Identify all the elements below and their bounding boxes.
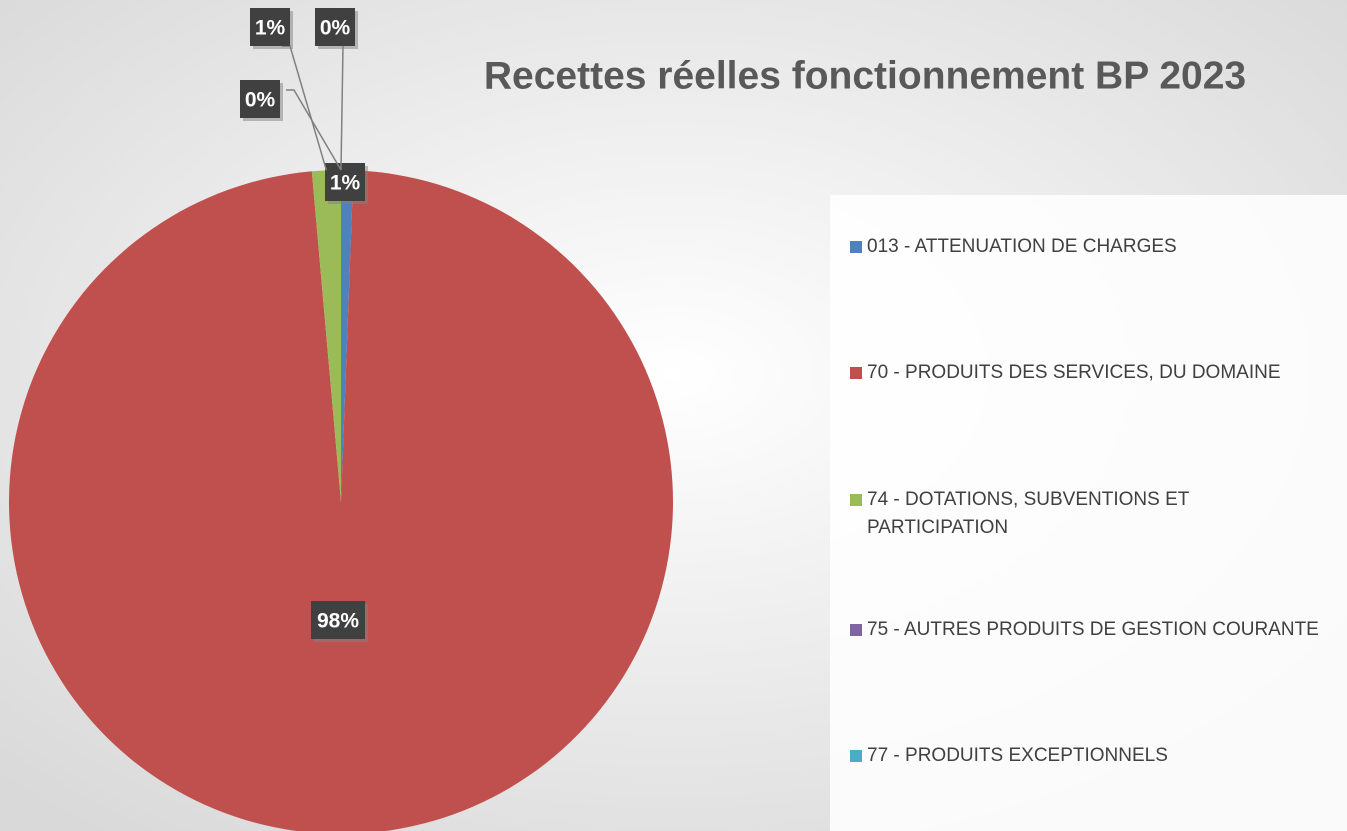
data-label: 98% <box>317 610 359 633</box>
leader-line <box>286 89 342 171</box>
pie-slice <box>9 170 673 831</box>
data-label: 0% <box>245 89 276 112</box>
legend: 013 - ATTENUATION DE CHARGES 70 - PRODUIT… <box>850 236 1319 766</box>
data-labels: 1% 98% 1% 0% 0% <box>240 8 368 642</box>
label-box <box>325 163 365 201</box>
legend-swatch <box>850 750 862 762</box>
pie-slice <box>341 170 354 502</box>
data-label: 1% <box>255 17 286 40</box>
legend-swatch <box>850 624 862 636</box>
legend-swatch <box>850 241 862 253</box>
legend-label: 77 - PRODUITS EXCEPTIONNELS <box>867 745 1168 766</box>
label-box <box>311 601 365 639</box>
legend-label: 013 - ATTENUATION DE CHARGES <box>867 236 1177 257</box>
legend-box <box>830 195 1347 831</box>
pie-slice <box>311 170 341 502</box>
legend-line: 74 - DOTATIONS, SUBVENTIONS ET <box>867 489 1190 510</box>
label-box <box>250 8 290 46</box>
legend-swatch <box>850 494 862 506</box>
legend-swatch <box>850 367 862 379</box>
data-label: 1% <box>330 172 361 195</box>
legend-label: 70 - PRODUITS DES SERVICES, DU DOMAINE <box>867 362 1281 383</box>
legend-label: 74 - DOTATIONS, SUBVENTIONS ET PARTICIPAT… <box>867 489 1190 538</box>
label-box <box>315 8 355 46</box>
data-label: 0% <box>320 17 351 40</box>
label-box <box>240 80 280 118</box>
leader-line <box>340 45 344 171</box>
legend-line: PARTICIPATION <box>867 517 1008 538</box>
legend-label: 75 - AUTRES PRODUITS DE GESTION COURANTE <box>867 619 1319 640</box>
chart-title: Recettes réelles fonctionnement BP 2023 <box>484 54 1246 97</box>
pie <box>9 170 673 831</box>
